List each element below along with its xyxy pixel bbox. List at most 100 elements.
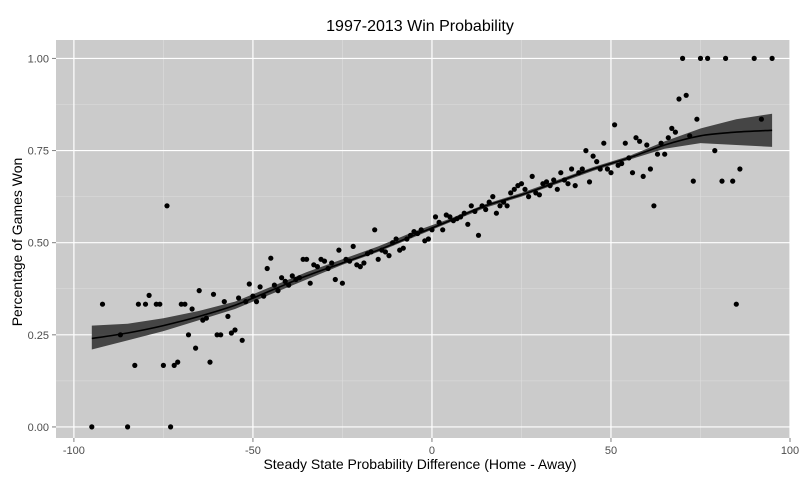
data-point [157,301,163,307]
data-point [672,129,679,135]
data-point [142,301,149,307]
y-tick-label: 0.00 [28,422,49,434]
data-point [429,227,435,233]
data-point [551,177,557,183]
data-point [307,280,313,286]
data-point [196,288,202,294]
data-point [479,203,485,209]
y-tick-label: 0.50 [28,238,49,250]
data-point [321,258,328,264]
data-point [633,135,639,141]
data-point [347,258,353,264]
data-point [486,199,492,205]
data-point [647,166,654,172]
data-point [719,178,725,184]
data-point [622,140,628,146]
data-point [214,332,220,338]
grid-major [56,40,791,438]
data-point [304,256,310,262]
data-point [390,240,396,246]
data-point [286,282,292,288]
data-point [723,55,729,62]
y-tick-label: 0.75 [28,146,49,158]
data-point [472,208,478,214]
x-tick-label: 100 [781,445,799,457]
data-point [182,301,188,307]
data-point [608,170,614,176]
data-point [690,178,696,184]
x-axis-title: Steady State Probability Difference (Hom… [263,456,576,472]
data-point [461,210,467,216]
data-point [665,135,671,141]
data-point [536,192,543,198]
data-point [569,166,575,172]
data-point [626,155,632,161]
x-tick-label: 0 [429,445,435,457]
data-point [529,173,535,179]
data-point [407,232,414,238]
data-point [375,256,381,262]
data-point [733,301,739,307]
data-point [296,275,303,281]
data-point [185,332,192,338]
data-point [737,166,743,172]
data-point [221,299,227,305]
data-point [669,125,675,131]
data-point [125,424,131,430]
data-point [246,281,252,287]
data-point [207,359,213,365]
data-point [404,236,410,242]
data-point [232,327,238,333]
data-point [418,227,424,233]
data-point [554,186,560,192]
data-point [508,190,514,196]
data-point [189,306,195,312]
data-point [146,292,152,298]
data-point [279,275,285,281]
data-point [400,245,406,251]
y-tick-label: 1.00 [28,53,49,65]
data-point [683,92,689,98]
data-point [203,315,209,321]
data-point [658,140,664,146]
x-tick-label: 50 [605,445,617,457]
data-point [325,265,331,272]
x-tick-label: -100 [63,445,85,457]
data-point [526,194,532,200]
data-point [250,293,256,299]
data-point [490,194,496,200]
data-point [447,214,453,220]
data-point [332,276,338,283]
data-point [458,214,464,220]
data-point [601,140,607,146]
data-point [769,55,775,62]
grid-minor [56,40,790,438]
data-point [239,337,245,343]
y-axis: 0.00 0.25 0.50 0.75 1.00 [28,53,56,434]
data-point [483,206,489,213]
data-point [558,170,564,176]
data-point [497,203,503,209]
data-point [501,199,507,205]
data-point [271,282,277,288]
data-point [132,362,138,368]
data-point [629,170,636,176]
data-point [712,148,718,154]
data-point [264,265,270,272]
data-point [386,253,392,259]
data-point [361,260,367,266]
data-point [572,183,578,189]
data-point [393,236,399,242]
chart-title: 1997-2013 Win Probability [326,18,514,35]
data-point [604,166,611,172]
data-point [228,330,234,336]
data-point [654,151,661,157]
data-point [339,280,345,286]
data-point [329,260,335,266]
data-point [561,177,568,183]
y-axis-title: Percentage of Games Won [9,158,25,327]
data-point [644,142,650,148]
data-point [225,313,231,319]
data-point [543,179,550,185]
data-point [336,247,342,253]
